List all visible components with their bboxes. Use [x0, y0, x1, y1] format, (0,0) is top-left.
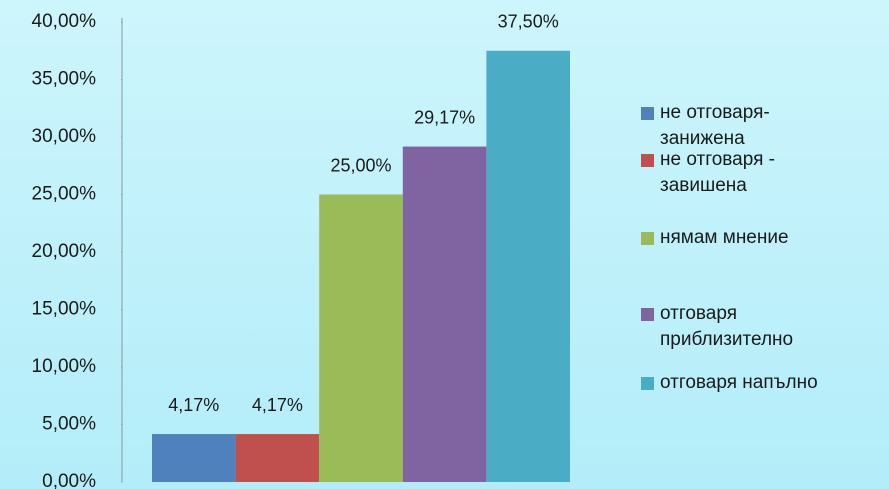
legend-label: отговаря приблизително: [660, 303, 794, 350]
legend-swatch: [641, 232, 654, 245]
value-label: 4,17%: [168, 395, 219, 415]
legend-label: не отговаря-занижена: [660, 102, 770, 149]
value-label: 37,50%: [498, 12, 559, 32]
legend-item: не отговаря - завишена: [641, 147, 851, 199]
value-label: 4,17%: [252, 395, 303, 415]
y-tick-label: 0,00%: [42, 471, 96, 489]
legend-swatch: [641, 154, 654, 167]
bar: [235, 434, 320, 482]
y-tick-label: 35,00%: [32, 69, 97, 90]
legend-swatch: [641, 107, 654, 120]
y-tick-label: 25,00%: [32, 184, 97, 205]
bar: [319, 194, 403, 482]
legend-label: нямам мнение: [660, 227, 789, 248]
y-tick-label: 5,00%: [42, 414, 96, 435]
legend-item: не отговаря-занижена: [641, 100, 851, 152]
legend-item: отговаря напълно: [641, 370, 851, 396]
value-label: 29,17%: [414, 107, 475, 127]
legend-swatch: [641, 377, 654, 390]
legend-item: нямам мнение: [641, 225, 851, 251]
legend-label: отговаря напълно: [660, 372, 818, 393]
y-tick-label: 20,00%: [32, 241, 97, 262]
bar: [486, 50, 570, 482]
legend-label: не отговаря - завишена: [660, 149, 775, 196]
bar: [402, 146, 487, 483]
value-label: 25,00%: [330, 155, 391, 175]
legend-item: отговаря приблизително: [641, 301, 851, 353]
y-tick-label: 40,00%: [32, 11, 97, 32]
legend-swatch: [641, 308, 654, 321]
bar: [152, 434, 236, 482]
y-tick-label: 10,00%: [32, 356, 97, 377]
y-tick-label: 30,00%: [32, 126, 97, 147]
y-tick-label: 15,00%: [32, 299, 97, 320]
